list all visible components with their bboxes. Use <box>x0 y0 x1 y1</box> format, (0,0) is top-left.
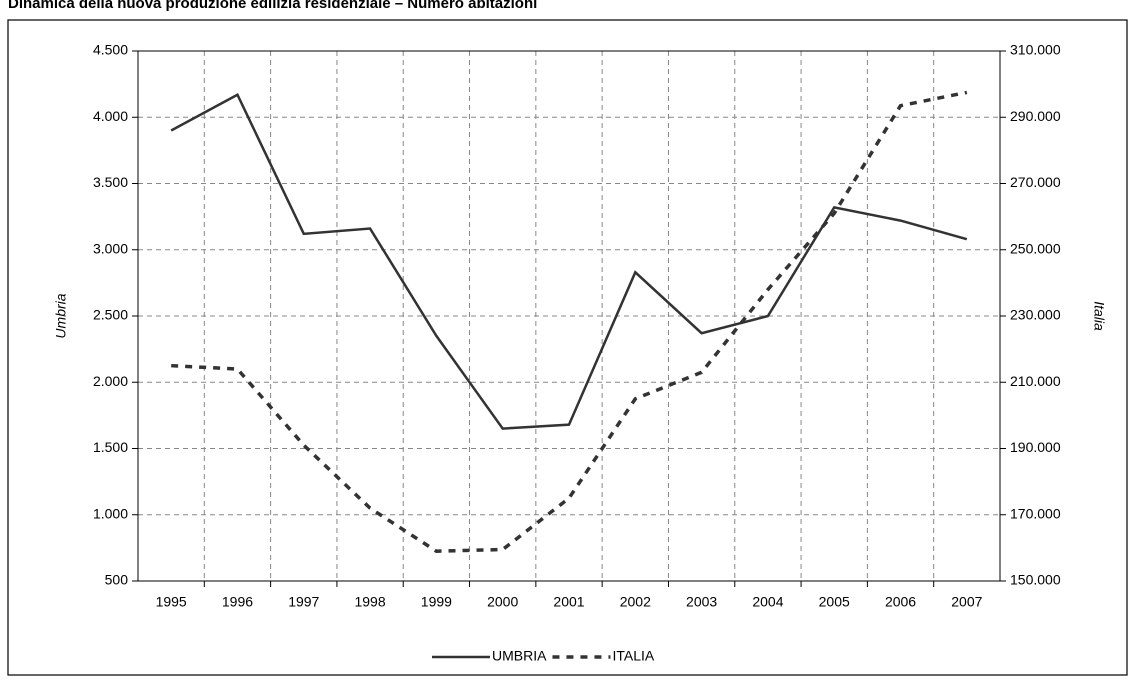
y-axis-title: Umbria <box>53 293 69 338</box>
series-line <box>170 93 968 430</box>
y2-tick-label: 190.000 <box>1010 439 1061 455</box>
y-tick-label: 4.000 <box>93 108 128 124</box>
x-tick-label: 1996 <box>222 594 253 610</box>
y2-tick-label: 290.000 <box>1010 108 1061 124</box>
y2-tick-label: 170.000 <box>1010 505 1061 521</box>
y2-tick-label: 270.000 <box>1010 174 1061 190</box>
y-tick-label: 500 <box>105 572 129 588</box>
x-tick-label: 2006 <box>885 594 916 610</box>
chart-border <box>7 19 1128 676</box>
x-tick-label: 1998 <box>354 594 385 610</box>
y2-axis-title: Italia <box>1091 301 1107 331</box>
x-tick-label: 2004 <box>752 594 783 610</box>
y-tick-label: 1.000 <box>93 505 128 521</box>
y-tick-label: 3.000 <box>93 240 128 256</box>
x-tick-label: 2000 <box>487 594 518 610</box>
series-line <box>171 90 968 553</box>
y-tick-label: 2.500 <box>93 307 128 323</box>
y-tick-label: 2.000 <box>93 373 128 389</box>
chart-title: Dinamica della nuova produzione edilizia… <box>8 0 537 12</box>
plot-area <box>137 50 1001 582</box>
x-tick-label: 1999 <box>421 594 452 610</box>
x-tick-label: 2002 <box>620 594 651 610</box>
y2-tick-label: 250.000 <box>1010 240 1061 256</box>
x-tick-label: 2007 <box>951 594 982 610</box>
legend-label: UMBRIA <box>492 648 547 664</box>
y2-tick-label: 310.000 <box>1010 42 1061 58</box>
x-tick-label: 2003 <box>686 594 717 610</box>
legend-label: ITALIA <box>612 648 654 664</box>
y2-tick-label: 210.000 <box>1010 373 1061 389</box>
y-tick-label: 4.500 <box>93 42 128 58</box>
x-tick-label: 2001 <box>553 594 584 610</box>
y2-tick-label: 150.000 <box>1010 572 1061 588</box>
y-tick-label: 3.500 <box>93 174 128 190</box>
y-tick-label: 1.500 <box>93 439 128 455</box>
y2-tick-label: 230.000 <box>1010 307 1061 323</box>
x-tick-label: 1997 <box>288 594 319 610</box>
x-tick-label: 1995 <box>156 594 187 610</box>
x-tick-label: 2005 <box>819 594 850 610</box>
